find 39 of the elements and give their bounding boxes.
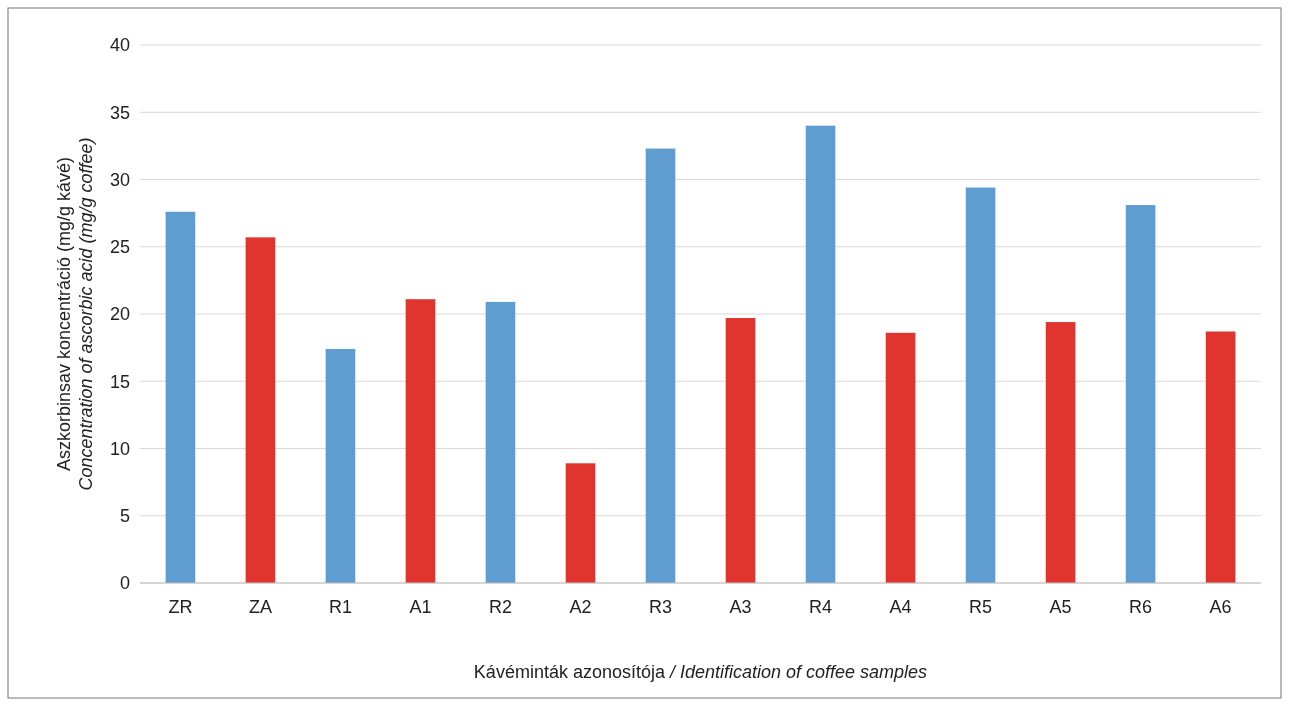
- x-tick-label: R1: [328, 597, 352, 617]
- x-tick-label: A3: [729, 597, 752, 617]
- x-tick-label: R4: [809, 597, 833, 617]
- bar: [805, 125, 836, 583]
- x-tick-label: A4: [889, 597, 912, 617]
- x-tick-label: R5: [969, 597, 993, 617]
- y-tick-label: 15: [109, 371, 130, 392]
- y-tick-label: 40: [109, 35, 130, 56]
- y-tick-label: 30: [109, 169, 130, 190]
- x-tick-label: A6: [1209, 597, 1232, 617]
- x-tick-label: ZR: [168, 597, 193, 617]
- x-tick-label: ZA: [248, 597, 272, 617]
- y-tick-label: 35: [109, 102, 130, 123]
- bar: [165, 211, 196, 583]
- x-tick-label: A5: [1049, 597, 1072, 617]
- y-tick-label: 20: [109, 304, 130, 325]
- bar: [405, 299, 436, 583]
- x-tick-label: A1: [409, 597, 432, 617]
- bar: [565, 463, 596, 583]
- x-tick-label: R6: [1129, 597, 1153, 617]
- y-tick-label: 5: [119, 506, 130, 527]
- bar: [725, 318, 756, 583]
- y-tick-label: 10: [109, 438, 130, 459]
- bar: [965, 187, 996, 583]
- bar: [245, 237, 276, 583]
- bar: [325, 348, 356, 583]
- bar: [1125, 205, 1156, 583]
- y-axis-title: Aszkorbinsav koncentráció (mg/g kávé) Concentration of ascorbic acid (mg/g coffee): [54, 137, 96, 491]
- bar: [885, 332, 916, 583]
- x-tick-label: A2: [569, 597, 592, 617]
- y-tick-label: 0: [119, 573, 130, 594]
- y-tick-label: 25: [109, 237, 130, 258]
- bar: [485, 301, 516, 583]
- bar: [1205, 331, 1236, 583]
- bar: [645, 148, 676, 583]
- x-axis-title: Kávéminták azonosítója / Identification of coffee samples: [473, 662, 928, 682]
- x-tick-label: R2: [488, 597, 512, 617]
- x-tick-label: R3: [648, 597, 672, 617]
- bar: [1045, 322, 1076, 583]
